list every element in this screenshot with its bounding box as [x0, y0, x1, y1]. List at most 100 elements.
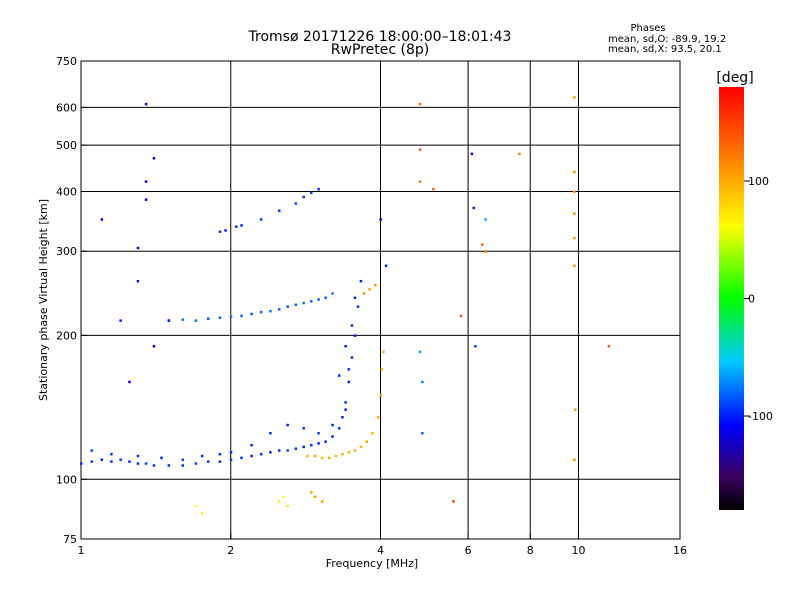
data-point: [136, 454, 140, 458]
data-point: [152, 345, 156, 348]
phases-heading: Phases: [630, 23, 665, 34]
data-point: [573, 236, 576, 240]
data-point: [371, 431, 374, 435]
data-point: [90, 460, 94, 463]
data-point: [200, 512, 204, 515]
data-point: [194, 462, 198, 465]
data-point: [356, 305, 360, 308]
x-tick-label: 16: [673, 544, 687, 557]
data-point: [294, 303, 298, 307]
data-point: [418, 148, 422, 151]
data-point: [317, 431, 320, 435]
data-point: [347, 368, 351, 371]
data-point: [206, 317, 210, 320]
data-point: [294, 202, 298, 205]
data-point: [229, 458, 233, 461]
data-point: [481, 243, 484, 246]
y-tick-label: 500: [56, 139, 77, 152]
data-point: [341, 452, 344, 456]
data-point: [573, 170, 576, 174]
data-point: [418, 350, 422, 354]
data-point: [80, 462, 83, 465]
colorbar-ticks: 100 0 -100: [744, 175, 773, 423]
data-point: [337, 427, 341, 430]
data-point: [144, 462, 148, 465]
axis-ticks: 1 2 4 6 8 10 16 75 100 200 300 400 500 600 750: [56, 55, 687, 557]
data-point: [302, 445, 305, 449]
data-point: [250, 443, 253, 447]
data-point: [331, 423, 334, 427]
data-point: [194, 504, 198, 508]
data-point: [128, 460, 131, 463]
data-point: [136, 462, 140, 465]
data-point: [181, 464, 185, 467]
data-point: [240, 456, 243, 460]
data-point: [144, 180, 148, 183]
x-axis-label: Frequency [MHz]: [326, 557, 418, 570]
y-tick-label: 750: [56, 55, 77, 68]
data-point: [353, 296, 357, 300]
data-point: [313, 454, 317, 458]
data-point: [286, 449, 289, 452]
colorbar-label: [deg]: [716, 70, 753, 86]
data-point: [310, 491, 313, 494]
data-point: [459, 314, 463, 318]
data-point: [472, 206, 475, 210]
colorbar: [719, 87, 744, 510]
data-point: [218, 460, 222, 463]
data-point: [310, 300, 313, 303]
x-tick-label: 1: [78, 544, 85, 557]
data-point: [310, 443, 313, 447]
grid-lines: [81, 61, 680, 539]
data-point: [136, 279, 140, 283]
data-point: [573, 264, 576, 268]
x-tick-label: 8: [527, 544, 534, 557]
data-point: [269, 309, 272, 313]
data-point: [313, 495, 317, 499]
colorbar-tick-label: -100: [748, 410, 773, 423]
data-point: [573, 458, 576, 461]
data-point: [384, 264, 388, 268]
data-point: [344, 345, 347, 348]
data-point: [607, 345, 611, 348]
data-point: [229, 451, 233, 454]
data-point: [277, 449, 281, 452]
data-point: [376, 415, 380, 419]
data-point: [128, 380, 131, 384]
chart-subtitle: RwPretec (8p): [331, 42, 429, 58]
data-point: [181, 318, 185, 321]
data-point: [320, 456, 324, 460]
data-point: [518, 152, 521, 156]
data-point: [144, 198, 148, 201]
data-point: [317, 187, 320, 191]
data-point: [152, 464, 156, 467]
data-point: [344, 408, 347, 411]
data-point: [224, 229, 227, 232]
y-tick-label: 300: [56, 245, 77, 258]
data-point: [167, 464, 171, 467]
data-point: [100, 218, 104, 221]
data-point: [119, 319, 122, 322]
data-point: [277, 500, 281, 503]
data-point: [282, 495, 285, 499]
colorbar-tick-label: 100: [748, 175, 769, 188]
data-point: [573, 96, 576, 99]
data-point: [286, 305, 289, 308]
data-point: [347, 451, 351, 454]
data-point: [152, 157, 156, 160]
data-point: [452, 500, 455, 503]
data-point: [421, 380, 424, 384]
data-point: [331, 292, 334, 295]
data-point: [218, 452, 222, 456]
phases-x-stats: mean, sd,X: 93.5, 20.1: [608, 44, 722, 55]
data-point: [359, 279, 363, 283]
y-axis-label: Stationary phase Virtual Height [km]: [37, 199, 50, 401]
data-point: [119, 458, 122, 461]
data-point: [160, 456, 163, 460]
data-point: [302, 195, 305, 199]
data-point: [324, 440, 327, 443]
data-point: [350, 324, 354, 327]
data-point: [484, 218, 487, 221]
data-point: [194, 319, 198, 322]
